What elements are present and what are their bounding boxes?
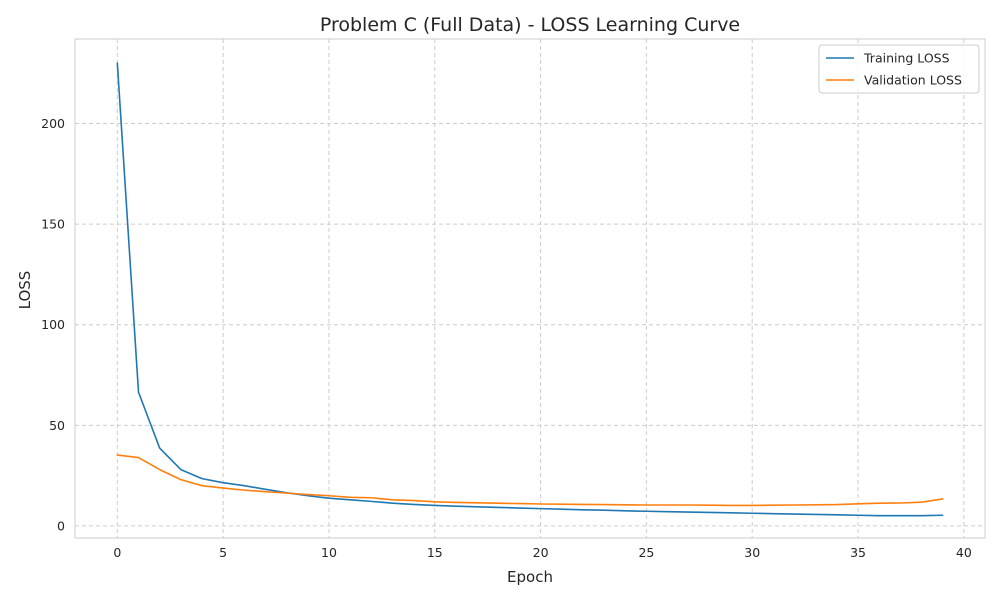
- y-axis-label: LOSS: [16, 271, 34, 310]
- x-tick-label: 5: [219, 545, 227, 560]
- y-tick-label: 0: [57, 518, 65, 533]
- plot-area-frame: [74, 38, 986, 539]
- chart-title: Problem C (Full Data) - LOSS Learning Cu…: [320, 14, 740, 36]
- series-line-validation: [116, 454, 944, 507]
- x-tick-label: 15: [427, 545, 443, 560]
- x-tick-label: 0: [113, 545, 121, 560]
- legend-label-validation: Validation LOSS: [864, 73, 962, 88]
- y-tick-label: 100: [41, 317, 65, 332]
- y-tick-label: 50: [49, 418, 65, 433]
- x-tick-label: 10: [321, 545, 337, 560]
- x-tick-label: 30: [744, 545, 760, 560]
- x-tick-label: 20: [533, 545, 549, 560]
- x-tick-label: 35: [850, 545, 866, 560]
- x-tick-label: 25: [638, 545, 654, 560]
- legend-label-training: Training LOSS: [863, 51, 950, 66]
- axis-ticks: 0 5 10 15 20 25 30 35 40 0 50 100 150 200: [41, 116, 972, 560]
- y-tick-label: 200: [41, 116, 65, 131]
- series-line-training: [116, 62, 944, 517]
- x-axis-label: Epoch: [507, 568, 553, 586]
- y-tick-label: 150: [41, 217, 65, 232]
- legend-box: [818, 44, 980, 94]
- x-tick-label: 40: [956, 545, 972, 560]
- legend: Training LOSS Validation LOSS: [818, 44, 980, 94]
- series-lines: [116, 62, 944, 517]
